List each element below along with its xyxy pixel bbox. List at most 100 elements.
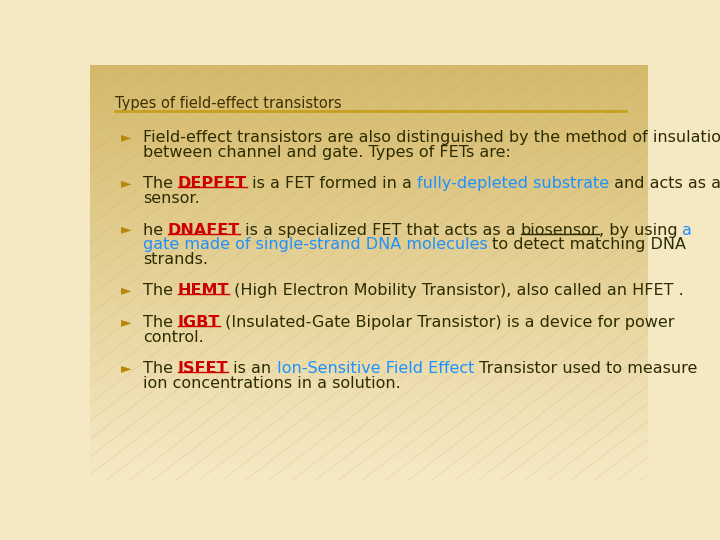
Bar bbox=[90, 456, 648, 458]
Bar bbox=[90, 402, 648, 404]
Bar bbox=[90, 206, 648, 208]
Bar bbox=[90, 167, 648, 168]
Bar bbox=[90, 111, 648, 113]
Bar bbox=[90, 238, 648, 239]
Bar bbox=[90, 478, 648, 481]
Bar bbox=[90, 468, 648, 470]
Text: is a specialized FET that acts as a: is a specialized FET that acts as a bbox=[240, 222, 521, 238]
Bar bbox=[90, 208, 648, 211]
Bar bbox=[90, 94, 648, 96]
Bar bbox=[90, 194, 648, 196]
Bar bbox=[90, 227, 648, 229]
Bar bbox=[90, 400, 648, 402]
Text: is a FET formed in a: is a FET formed in a bbox=[247, 177, 417, 192]
Text: sensor.: sensor. bbox=[143, 191, 199, 206]
Bar bbox=[90, 185, 648, 187]
Bar bbox=[90, 279, 648, 281]
Bar bbox=[90, 90, 648, 92]
Bar bbox=[90, 333, 648, 335]
Bar bbox=[90, 239, 648, 241]
Bar bbox=[90, 329, 648, 331]
Bar bbox=[90, 67, 648, 69]
Bar bbox=[90, 85, 648, 87]
Bar bbox=[90, 244, 648, 246]
Bar bbox=[90, 331, 648, 333]
Bar bbox=[90, 248, 648, 250]
Bar bbox=[90, 144, 648, 146]
Bar bbox=[90, 141, 648, 144]
Bar bbox=[90, 373, 648, 375]
Bar bbox=[90, 219, 648, 221]
Bar bbox=[90, 319, 648, 321]
Bar bbox=[90, 349, 648, 352]
Bar bbox=[90, 102, 648, 104]
Bar bbox=[90, 231, 648, 233]
Bar bbox=[90, 156, 648, 158]
Bar bbox=[90, 104, 648, 106]
Bar bbox=[90, 171, 648, 173]
Bar bbox=[90, 343, 648, 346]
Bar bbox=[90, 285, 648, 287]
Text: The: The bbox=[143, 177, 178, 192]
Text: ►: ► bbox=[121, 130, 132, 144]
Bar bbox=[90, 163, 648, 165]
Bar bbox=[90, 348, 648, 349]
Text: ion concentrations in a solution.: ion concentrations in a solution. bbox=[143, 376, 400, 391]
Bar bbox=[90, 148, 648, 150]
Bar bbox=[90, 106, 648, 109]
Bar bbox=[90, 256, 648, 258]
Bar bbox=[90, 273, 648, 275]
Bar bbox=[90, 458, 648, 460]
Text: Types of field-effect transistors: Types of field-effect transistors bbox=[114, 96, 341, 111]
Bar bbox=[90, 87, 648, 90]
Bar bbox=[90, 283, 648, 285]
Bar bbox=[90, 408, 648, 410]
Text: The: The bbox=[143, 284, 178, 299]
Bar bbox=[90, 362, 648, 364]
Bar bbox=[90, 354, 648, 356]
Text: a: a bbox=[683, 222, 692, 238]
Bar bbox=[90, 165, 648, 167]
Bar bbox=[90, 439, 648, 441]
Bar bbox=[90, 114, 648, 117]
Bar bbox=[90, 441, 648, 443]
Bar bbox=[90, 292, 648, 294]
Bar bbox=[90, 138, 648, 140]
Bar bbox=[90, 327, 648, 329]
Text: , by using: , by using bbox=[598, 222, 683, 238]
Bar bbox=[90, 136, 648, 138]
Text: DNAFET: DNAFET bbox=[168, 222, 240, 238]
Bar bbox=[90, 446, 648, 447]
Bar bbox=[90, 339, 648, 341]
Bar bbox=[90, 325, 648, 327]
Bar bbox=[90, 154, 648, 156]
Bar bbox=[90, 258, 648, 260]
Bar bbox=[90, 241, 648, 244]
Bar bbox=[90, 113, 648, 114]
Bar bbox=[90, 266, 648, 268]
Bar bbox=[90, 420, 648, 422]
Bar bbox=[90, 121, 648, 123]
Bar bbox=[90, 125, 648, 127]
Bar bbox=[90, 223, 648, 225]
Bar bbox=[90, 449, 648, 451]
Bar bbox=[90, 271, 648, 273]
Text: Transistor used to measure: Transistor used to measure bbox=[474, 361, 698, 376]
Text: to detect matching DNA: to detect matching DNA bbox=[487, 237, 686, 252]
Bar bbox=[90, 308, 648, 310]
Bar bbox=[90, 312, 648, 314]
Bar bbox=[90, 146, 648, 148]
Bar bbox=[90, 302, 648, 304]
Bar bbox=[90, 168, 648, 171]
Bar bbox=[90, 183, 648, 185]
Bar bbox=[90, 275, 648, 277]
Bar bbox=[90, 335, 648, 337]
Text: Field-effect transistors are also distinguished by the method of insulation: Field-effect transistors are also distin… bbox=[143, 130, 720, 145]
Bar bbox=[90, 71, 648, 73]
Bar bbox=[90, 96, 648, 98]
Bar bbox=[90, 69, 648, 71]
Bar bbox=[90, 198, 648, 200]
Bar bbox=[90, 447, 648, 449]
Bar bbox=[90, 173, 648, 175]
Bar bbox=[90, 84, 648, 85]
